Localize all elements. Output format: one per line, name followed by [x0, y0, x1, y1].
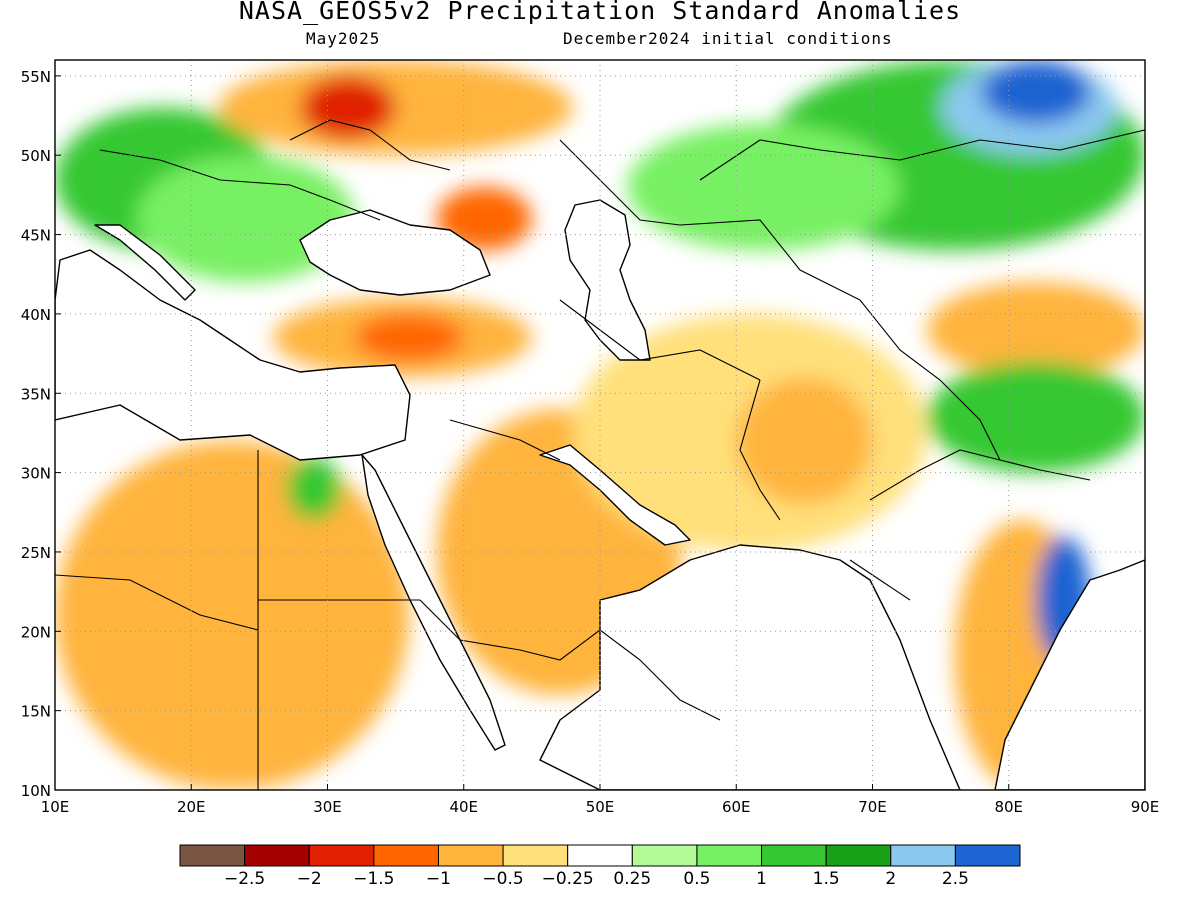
colorbar-label: −0.25: [542, 869, 594, 889]
persian-gulf: [539, 444, 691, 546]
colorbar-swatch: [825, 844, 892, 867]
red-sea: [361, 454, 506, 751]
lat-tick-label: 55N: [21, 68, 51, 86]
black-sea: [299, 209, 491, 296]
arabian-sea: [539, 544, 961, 790]
lat-tick-label: 15N: [21, 703, 51, 721]
anomaly-region-afghanistan-dry: [736, 377, 873, 505]
colorbar-swatch: [244, 844, 310, 867]
lat-tick-label: 30N: [21, 465, 51, 483]
lon-tick-label: 60E: [722, 798, 751, 816]
axis-ticks: 10E 20E 30E 40E 50E 60E 70E 80E 90E 10N 15N 20N 25N 3…: [21, 68, 1160, 816]
colorbar-label: −2: [297, 869, 322, 889]
anomaly-region-sudan-wet-spot: [286, 456, 342, 521]
lat-tick-label: 10N: [21, 782, 51, 800]
colorbar-swatch: [308, 844, 375, 867]
colorbar-label: −1: [426, 869, 451, 889]
coastlines: [55, 199, 1145, 790]
lon-tick-label: 90E: [1131, 798, 1160, 816]
adriatic-sea: [94, 224, 196, 301]
colorbar-label: 1: [756, 869, 767, 889]
lon-tick-label: 70E: [858, 798, 887, 816]
colorbar-swatch: [954, 844, 1021, 867]
initial-conditions: December2024 initial conditions: [563, 29, 893, 48]
lat-tick-label: 50N: [21, 147, 51, 165]
colorbar: −2.5 −2 −1.5 −1 −0.5 −0.25 0.25 0.5 1 1.5 2 2.5: [179, 844, 1021, 889]
lat-lon-grid: [55, 60, 1145, 790]
colorbar-swatch: [567, 844, 633, 867]
valid-month: May2025: [306, 29, 381, 48]
anomaly-field: [55, 60, 1145, 790]
colorbar-label: −0.5: [482, 869, 523, 889]
anomaly-region-kazakh-wet: [627, 123, 900, 251]
colorbar-label: 2: [885, 869, 896, 889]
anomaly-region-himalaya-wet: [927, 361, 1145, 473]
colorbar-swatch: [696, 844, 763, 867]
colorbar-label: −1.5: [353, 869, 394, 889]
colorbar-swatch: [373, 844, 439, 867]
lat-tick-label: 25N: [21, 544, 51, 562]
lat-tick-label: 40N: [21, 306, 51, 324]
anomaly-region-turkey-very-dry: [354, 313, 464, 362]
anomaly-region-china-dry-band: [927, 282, 1145, 378]
lon-tick-label: 30E: [313, 798, 342, 816]
lon-tick-label: 20E: [177, 798, 206, 816]
anomaly-region-north-africa-dry: [55, 440, 410, 790]
anomaly-region-siberia-extreme-wet: [981, 60, 1091, 124]
colorbar-label: 2.5: [942, 869, 969, 889]
lon-tick-label: 10E: [41, 798, 70, 816]
colorbar-swatch: [890, 844, 956, 867]
borders: [55, 119, 1145, 790]
colorbar-swatch: [631, 844, 698, 867]
lon-tick-label: 40E: [449, 798, 478, 816]
lon-tick-label: 80E: [994, 798, 1023, 816]
colorbar-swatch: [761, 844, 827, 867]
colorbar-label: −2.5: [224, 869, 265, 889]
chart-title: NASA_GEOS5v2 Precipitation Standard Anom…: [238, 0, 962, 25]
colorbar-swatch: [502, 844, 569, 867]
colorbar-label: 0.5: [683, 869, 710, 889]
mediterranean-sea: [55, 249, 411, 461]
colorbar-swatch: [179, 844, 246, 867]
bay-of-bengal: [994, 559, 1145, 790]
colorbar-label: 1.5: [813, 869, 840, 889]
lat-tick-label: 20N: [21, 623, 51, 641]
lat-tick-label: 45N: [21, 227, 51, 245]
anomaly-region-belarus-very-dry: [300, 75, 396, 140]
lon-tick-label: 50E: [586, 798, 615, 816]
colorbar-swatch: [437, 844, 504, 867]
colorbar-label: 0.25: [613, 869, 651, 889]
lat-tick-label: 35N: [21, 385, 51, 403]
